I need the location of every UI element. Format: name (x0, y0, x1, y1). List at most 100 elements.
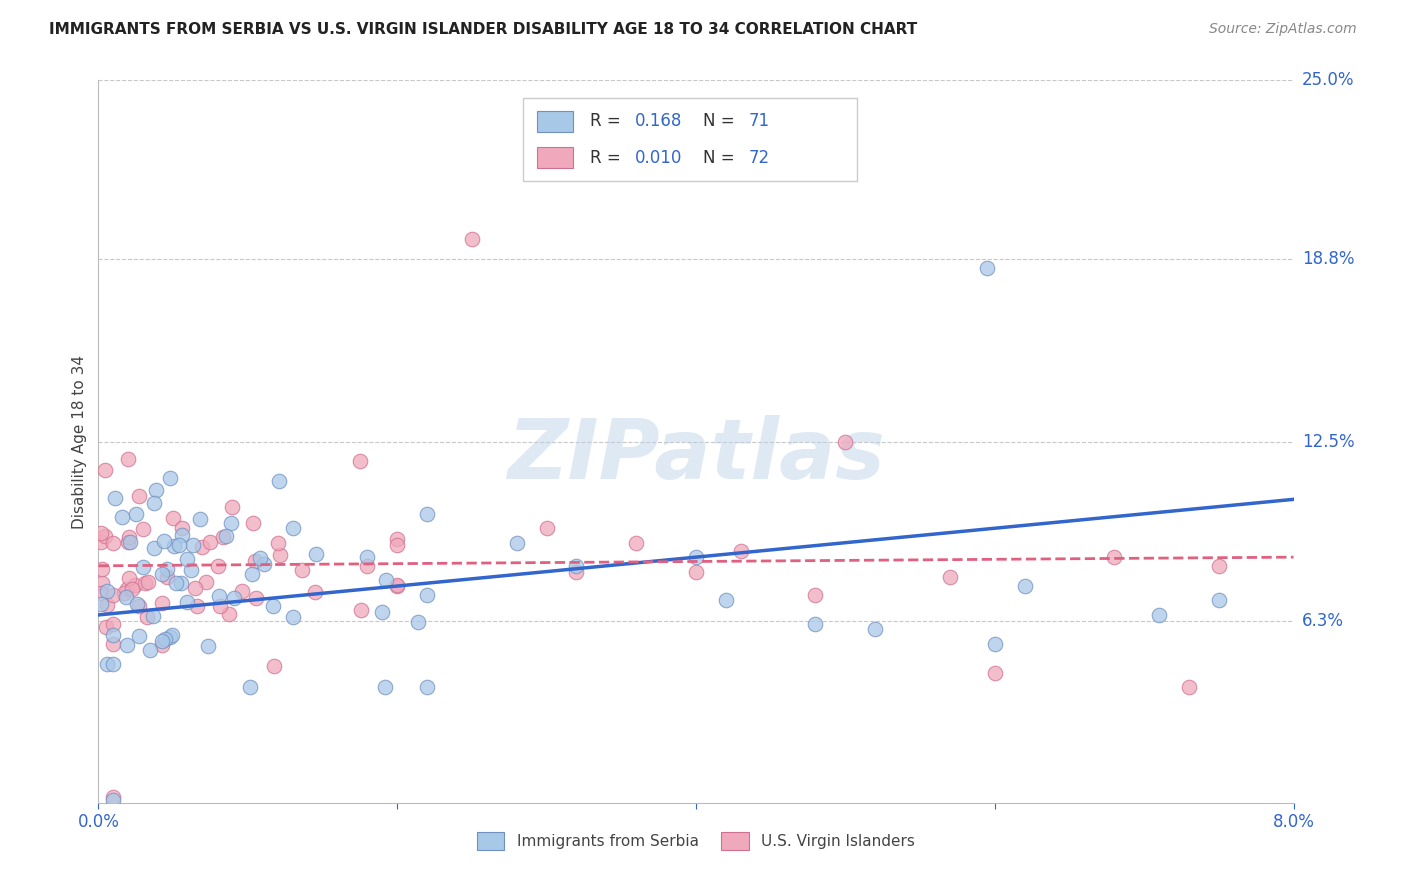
Point (239, 680, 262, 694)
Point (224, 591, 246, 605)
Point (170, 575, 193, 590)
Point (304, 585, 326, 599)
Point (118, 530, 141, 544)
Point (191, 540, 214, 554)
Point (104, 491, 127, 505)
Point (94, 620, 117, 634)
Point (374, 680, 396, 694)
Point (218, 607, 240, 621)
Point (111, 510, 134, 524)
Point (115, 638, 138, 652)
Point (152, 596, 174, 610)
Point (160, 628, 183, 642)
Y-axis label: Disability Age 18 to 34: Disability Age 18 to 34 (72, 354, 87, 529)
Point (506, 535, 529, 549)
Point (117, 452, 139, 467)
Point (180, 563, 202, 577)
Point (240, 566, 263, 581)
Point (281, 610, 304, 624)
Point (267, 535, 290, 549)
Point (132, 522, 155, 536)
Point (136, 575, 159, 590)
Point (984, 637, 1007, 651)
Point (243, 553, 266, 567)
Point (125, 597, 148, 611)
Point (685, 550, 707, 565)
Point (183, 538, 205, 552)
Point (269, 548, 291, 562)
Point (197, 639, 219, 653)
Text: ZIPatlas: ZIPatlas (508, 416, 884, 497)
Point (103, 793, 125, 807)
Point (208, 599, 231, 613)
Point (165, 576, 187, 591)
Point (156, 569, 179, 583)
Point (128, 629, 150, 643)
Point (194, 575, 217, 590)
Point (124, 578, 146, 592)
Point (112, 586, 135, 600)
Point (245, 591, 267, 606)
Point (139, 642, 162, 657)
Point (231, 583, 253, 598)
Point (90, 562, 112, 576)
Point (94, 529, 117, 543)
Point (176, 552, 198, 566)
Point (385, 579, 409, 593)
Point (976, 261, 998, 276)
Text: 0.010: 0.010 (636, 149, 682, 167)
Point (219, 516, 242, 531)
Point (121, 582, 143, 596)
Point (103, 790, 125, 805)
Point (865, 623, 887, 637)
Point (170, 521, 193, 535)
Point (134, 576, 156, 591)
Point (1208, 558, 1230, 573)
Point (186, 599, 208, 613)
Point (1014, 579, 1036, 593)
Text: N =: N = (703, 112, 740, 130)
Point (176, 594, 198, 608)
Point (374, 573, 396, 587)
Point (281, 521, 304, 535)
Text: 6.3%: 6.3% (1302, 612, 1344, 630)
Point (117, 534, 139, 549)
Point (350, 603, 373, 617)
Text: R =: R = (589, 112, 626, 130)
Point (730, 544, 752, 558)
Text: Source: ZipAtlas.com: Source: ZipAtlas.com (1209, 22, 1357, 37)
Legend: Immigrants from Serbia, U.S. Virgin Islanders: Immigrants from Serbia, U.S. Virgin Isla… (471, 826, 921, 856)
Point (416, 507, 439, 521)
Text: R =: R = (589, 149, 626, 167)
Point (153, 632, 176, 646)
Text: 71: 71 (748, 112, 769, 130)
Point (356, 550, 378, 565)
Point (1147, 607, 1170, 622)
Point (1208, 593, 1230, 607)
Point (90, 597, 112, 611)
Point (984, 665, 1007, 680)
Bar (537, 111, 572, 132)
Point (156, 562, 179, 576)
Point (242, 516, 264, 531)
Point (215, 529, 238, 543)
Point (263, 659, 285, 673)
Text: 18.8%: 18.8% (1302, 251, 1354, 268)
Point (565, 558, 588, 573)
Point (198, 535, 221, 549)
Point (349, 454, 371, 468)
Text: 0.168: 0.168 (636, 112, 682, 130)
Point (159, 470, 181, 484)
Point (150, 638, 173, 652)
Point (136, 609, 159, 624)
Point (103, 657, 125, 671)
Point (114, 590, 136, 604)
Text: N =: N = (703, 149, 740, 167)
Bar (537, 147, 572, 169)
Point (103, 637, 125, 651)
Point (939, 570, 962, 584)
Point (90, 535, 112, 549)
Point (162, 511, 184, 525)
Point (90, 525, 112, 540)
Point (356, 558, 378, 573)
